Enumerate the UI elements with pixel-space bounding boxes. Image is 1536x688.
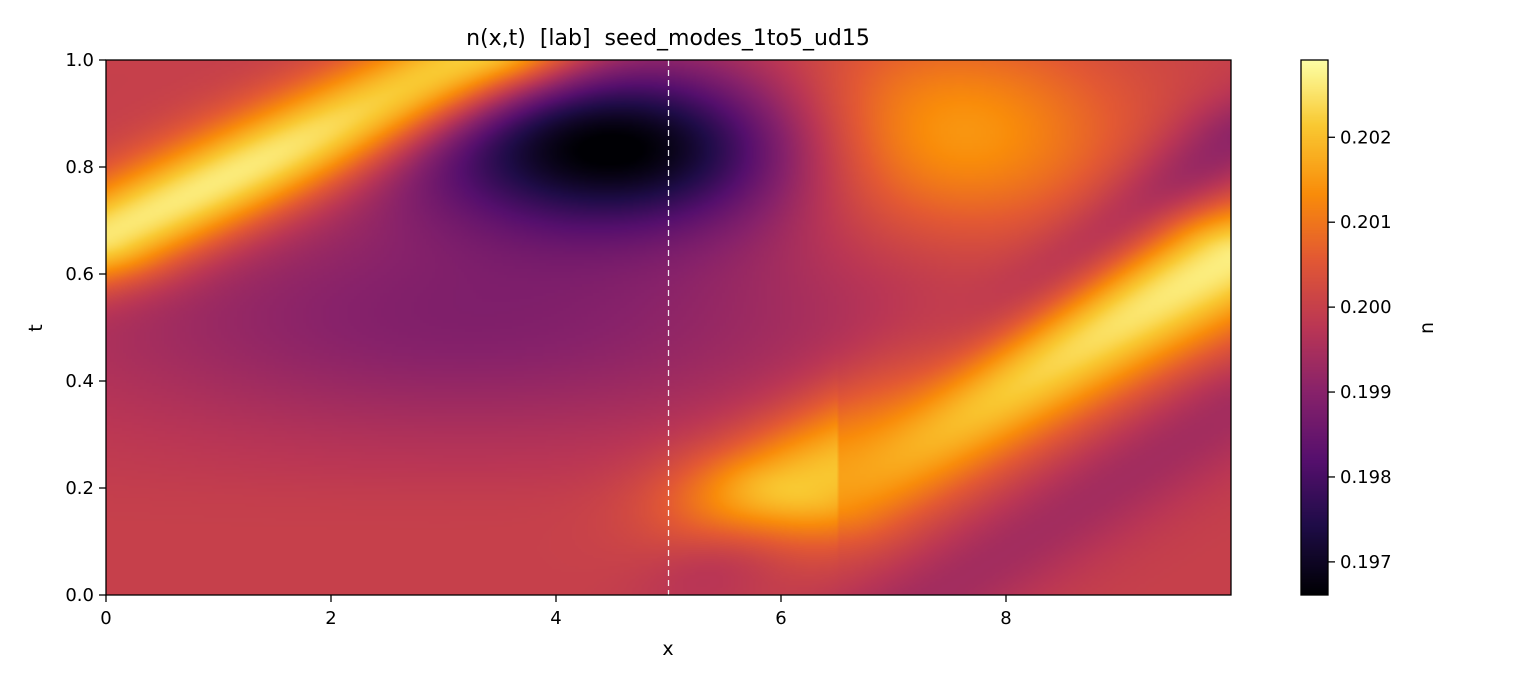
colorbar-tick-label: 0.202 — [1340, 127, 1392, 148]
plot-area — [105, 59, 1232, 596]
x-axis-label: x — [662, 638, 673, 660]
x-tick-label: 0 — [100, 608, 111, 629]
colorbar-tick-label: 0.201 — [1340, 212, 1392, 233]
colorbar-gradient — [1301, 60, 1328, 595]
colorbar-tick-label: 0.197 — [1340, 552, 1392, 573]
x-axis: 0 2 4 6 8 — [100, 595, 1012, 629]
plot-frame — [105, 59, 1232, 596]
y-tick-label: 0.8 — [65, 157, 94, 178]
y-axis-label: t — [25, 324, 47, 331]
colorbar-tick-label: 0.198 — [1340, 467, 1392, 488]
y-tick-label: 0.6 — [65, 264, 94, 285]
x-tick-label: 6 — [775, 608, 786, 629]
colorbar-tick-label: 0.199 — [1340, 382, 1392, 403]
y-tick-label: 0.4 — [65, 371, 94, 392]
colorbar-tick-label: 0.200 — [1340, 297, 1392, 318]
y-tick-label: 0.2 — [65, 478, 94, 499]
chart-title: n(x,t) [lab] seed_modes_1to5_ud15 — [466, 26, 870, 51]
y-tick-label: 1.0 — [65, 50, 94, 71]
colorbar-ticks: 0.197 0.198 0.199 0.200 0.201 0.202 — [1328, 127, 1392, 573]
x-tick-label: 4 — [550, 608, 561, 629]
y-tick-label: 0.0 — [65, 585, 94, 606]
colorbar-label: n — [1416, 322, 1438, 334]
colorbar-frame — [1300, 59, 1329, 596]
x-tick-label: 2 — [325, 608, 336, 629]
colorbar: 0.197 0.198 0.199 0.200 0.201 0.202 n — [1300, 59, 1438, 596]
x-tick-label: 8 — [1000, 608, 1011, 629]
y-axis: 0.0 0.2 0.4 0.6 0.8 1.0 — [65, 50, 106, 606]
